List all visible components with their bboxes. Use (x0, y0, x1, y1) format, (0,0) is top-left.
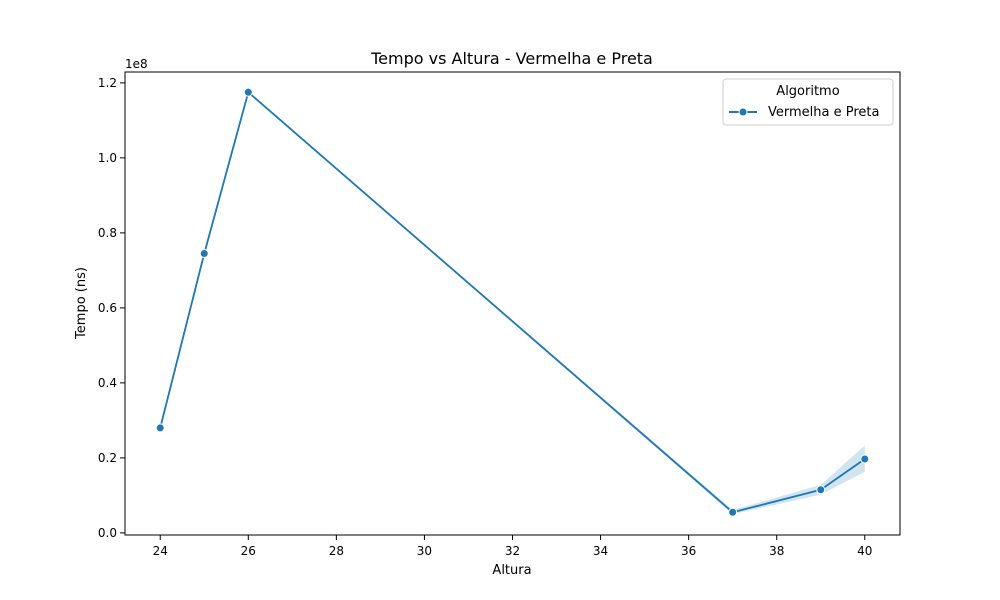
legend-box (722, 78, 894, 126)
chart-title: Tempo vs Altura - Vermelha e Preta (370, 49, 653, 68)
x-tick-label: 24 (153, 544, 168, 558)
axes-frame (124, 71, 901, 536)
data-point (728, 507, 738, 517)
legend-marker-swatch (738, 107, 748, 117)
y-axis-label: Tempo (ns) (74, 267, 89, 340)
data-point (243, 87, 253, 97)
y-tick-label: 0.6 (98, 301, 117, 315)
legend-title: Algoritmo (776, 84, 839, 99)
data-point (816, 485, 826, 495)
x-axis-ticks: 24 26 28 30 32 34 36 38 40 (153, 535, 872, 558)
y-tick-label: 0.0 (98, 526, 117, 540)
x-tick-label: 26 (241, 544, 256, 558)
series-line (159, 90, 866, 514)
y-offset-label: 1e8 (125, 57, 148, 71)
legend: Algoritmo Vermelha e Preta (722, 78, 894, 126)
y-tick-label: 0.2 (98, 451, 117, 465)
x-tick-label: 36 (681, 544, 696, 558)
legend-entry-label: Vermelha e Preta (768, 105, 879, 120)
plot-area (155, 87, 870, 517)
data-point (199, 249, 209, 259)
y-tick-label: 0.8 (98, 226, 117, 240)
y-tick-label: 0.4 (98, 376, 117, 390)
data-point (155, 423, 165, 433)
y-tick-label: 1.2 (98, 76, 117, 90)
x-tick-label: 34 (593, 544, 608, 558)
x-tick-label: 28 (329, 544, 344, 558)
x-tick-label: 38 (769, 544, 784, 558)
x-tick-label: 30 (417, 544, 432, 558)
y-axis-ticks: 0.0 0.2 0.4 0.6 0.8 1.0 1.2 (98, 76, 125, 540)
x-axis-label: Altura (492, 563, 531, 578)
x-tick-label: 32 (505, 544, 520, 558)
x-tick-label: 40 (857, 544, 872, 558)
y-tick-label: 1.0 (98, 151, 117, 165)
confidence-band (160, 92, 865, 515)
data-point (860, 454, 870, 464)
